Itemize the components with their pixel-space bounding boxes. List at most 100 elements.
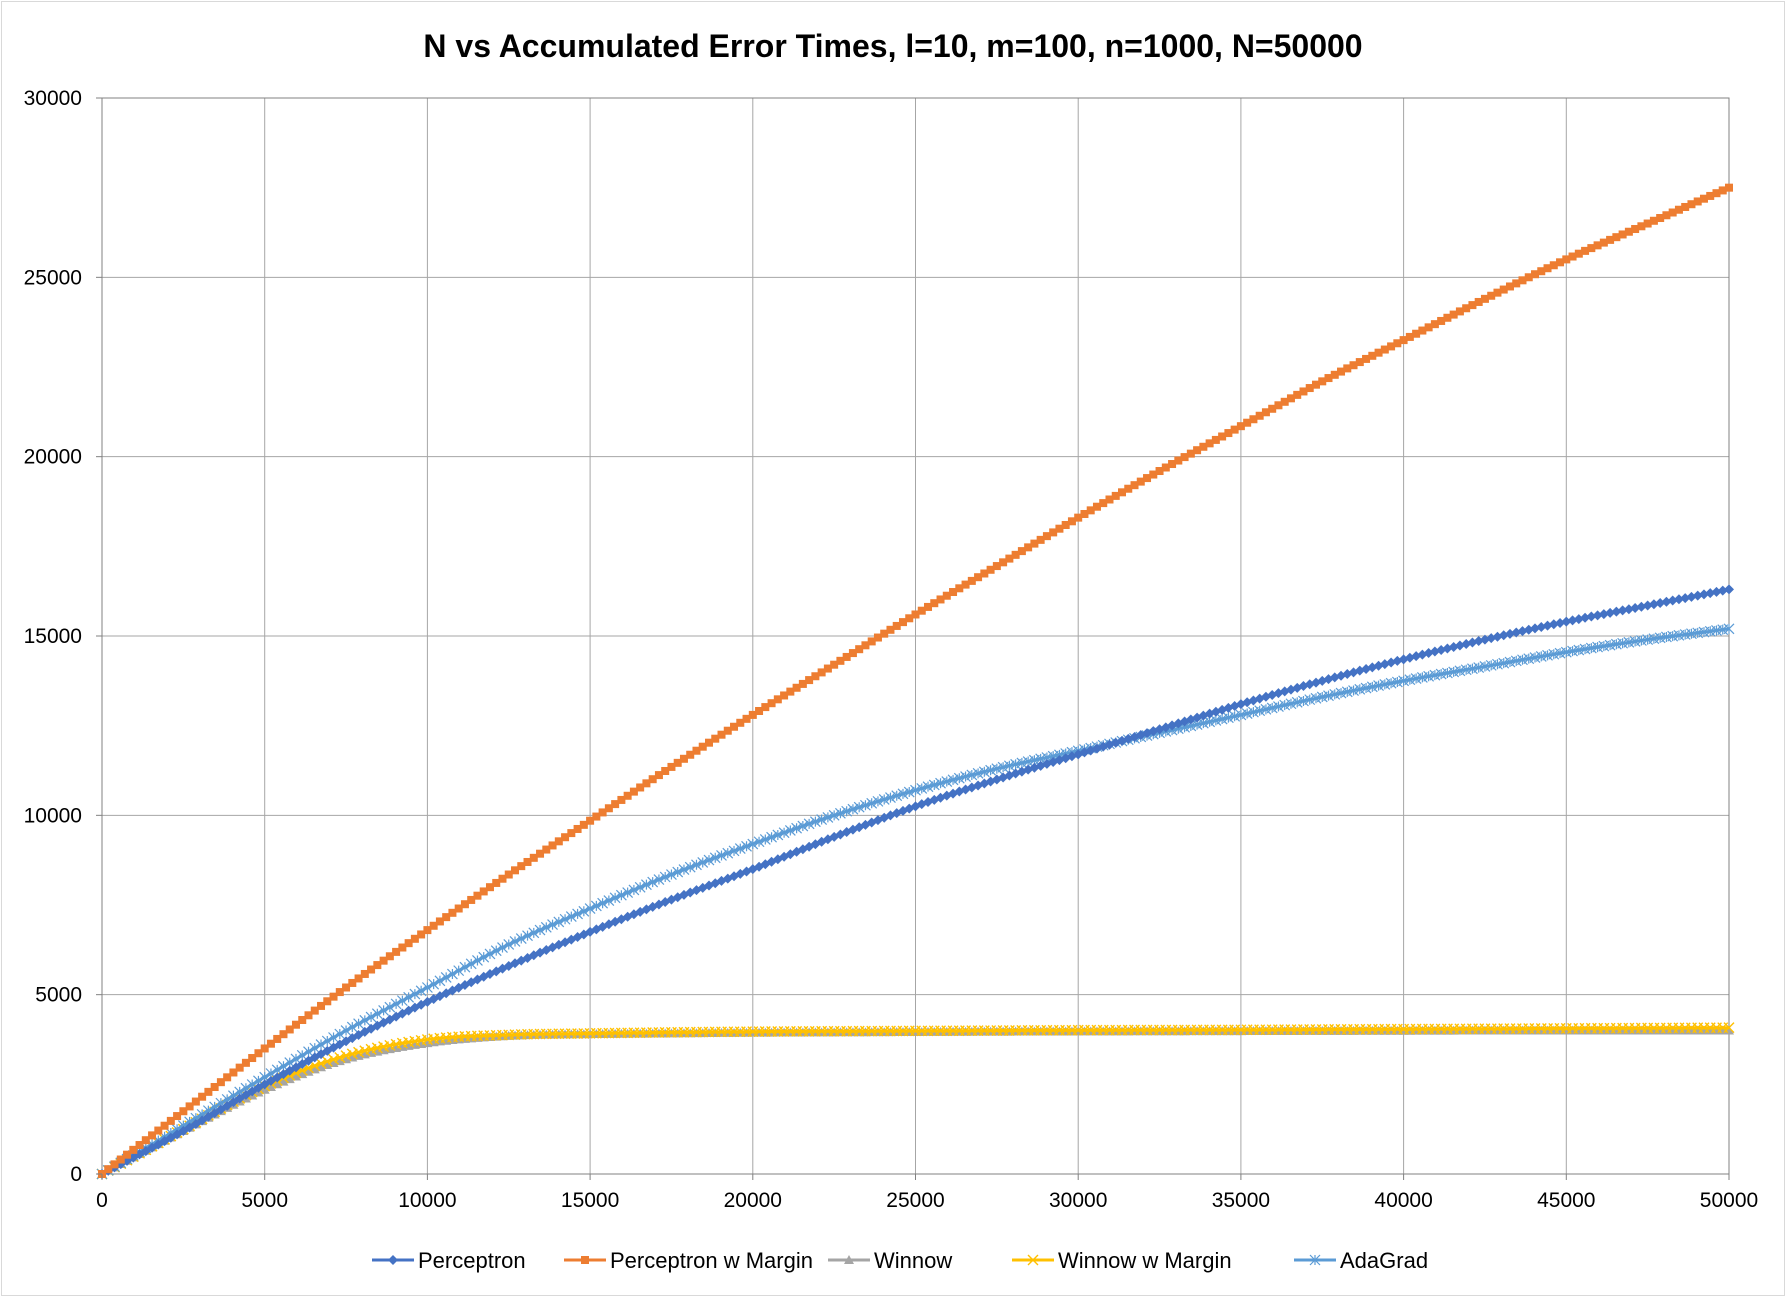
data-point <box>834 807 846 819</box>
data-point <box>623 791 632 800</box>
data-point <box>104 1165 113 1174</box>
data-point <box>453 965 465 977</box>
data-point <box>442 913 451 922</box>
data-point <box>454 904 463 913</box>
data-point <box>847 803 859 815</box>
data-point <box>692 746 701 755</box>
data-point <box>185 1102 194 1111</box>
data-point <box>848 649 857 658</box>
data-point <box>941 776 953 787</box>
data-point <box>1216 713 1228 725</box>
data-point <box>686 750 695 759</box>
data-point <box>1086 506 1095 515</box>
legend-marker <box>1309 1254 1321 1266</box>
data-point <box>974 573 983 582</box>
data-point <box>873 633 882 642</box>
data-point <box>861 641 870 650</box>
data-point <box>396 995 408 1007</box>
data-point <box>428 978 440 990</box>
data-point <box>640 879 652 891</box>
data-point <box>378 1005 390 1016</box>
data-point <box>554 837 563 846</box>
series-winnow-w-margin <box>96 1022 1735 1180</box>
data-point <box>1598 609 1609 620</box>
data-point <box>628 884 640 896</box>
data-point <box>435 917 444 926</box>
data-point <box>198 1092 207 1101</box>
data-point <box>110 1160 119 1169</box>
data-point <box>559 913 571 925</box>
data-point <box>722 847 734 859</box>
data-point <box>1118 488 1127 497</box>
data-point <box>1505 282 1514 291</box>
data-point <box>867 637 876 646</box>
x-tick-label: 50000 <box>1700 1189 1758 1212</box>
data-point <box>866 797 878 809</box>
data-point <box>878 794 890 805</box>
data-point <box>1692 590 1703 601</box>
data-point <box>997 761 1009 773</box>
data-point <box>434 975 446 987</box>
data-point <box>1341 686 1353 698</box>
data-point <box>698 742 707 751</box>
x-axis-ticks: 0 5000 10000 15000 20000 25000 30000 35000 40000… <box>96 1174 1758 1212</box>
data-point <box>548 841 557 850</box>
data-point <box>1105 495 1114 504</box>
data-point <box>536 849 545 858</box>
data-point <box>1405 332 1414 341</box>
data-point <box>1549 261 1558 270</box>
y-tick-label: 15000 <box>24 625 82 648</box>
data-point <box>1430 320 1439 329</box>
data-point <box>586 816 595 825</box>
data-point <box>855 645 864 654</box>
data-point <box>1211 435 1220 444</box>
data-point <box>1499 285 1508 294</box>
data-point <box>898 618 907 627</box>
data-point <box>1518 276 1527 285</box>
data-point <box>1574 249 1583 258</box>
data-point <box>1524 273 1533 282</box>
data-point <box>1149 470 1158 479</box>
data-point <box>503 939 515 950</box>
data-point <box>1643 219 1652 228</box>
data-point <box>1642 600 1653 611</box>
data-point <box>1637 222 1646 231</box>
data-point <box>279 1030 288 1039</box>
y-tick-label: 0 <box>70 1163 82 1186</box>
data-point <box>1299 387 1308 396</box>
data-point <box>334 1028 346 1040</box>
data-point <box>359 1045 371 1057</box>
data-point <box>303 1046 314 1058</box>
data-point <box>991 763 1003 775</box>
data-point <box>1003 760 1015 772</box>
data-point <box>371 1008 383 1020</box>
data-point <box>353 1018 364 1030</box>
data-point <box>1661 596 1672 607</box>
data-point <box>354 974 363 983</box>
data-point <box>1335 687 1347 699</box>
data-point <box>691 859 702 871</box>
data-point <box>497 942 508 953</box>
data-point <box>448 908 457 917</box>
data-point <box>1537 267 1546 276</box>
data-point <box>1468 301 1477 310</box>
data-point <box>1581 246 1590 255</box>
data-point <box>135 1141 144 1150</box>
y-tick-label: 25000 <box>24 266 82 289</box>
data-point <box>573 824 582 833</box>
x-tick-label: 25000 <box>886 1189 944 1212</box>
data-point <box>784 825 796 836</box>
data-point <box>728 845 740 857</box>
data-point <box>235 1063 244 1072</box>
data-point <box>772 829 784 841</box>
data-point <box>1723 623 1735 635</box>
data-point <box>1474 297 1483 306</box>
data-point <box>949 588 958 597</box>
data-point <box>1055 524 1064 533</box>
data-point <box>992 562 1001 571</box>
data-point <box>1260 703 1272 715</box>
data-point <box>1235 709 1247 721</box>
data-point <box>1493 288 1502 297</box>
data-point <box>1280 397 1289 406</box>
data-point <box>1168 460 1177 469</box>
